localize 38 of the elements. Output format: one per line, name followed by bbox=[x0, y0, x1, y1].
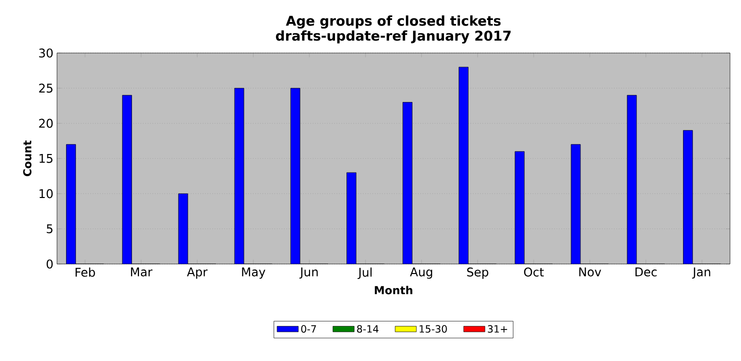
x-tick-label: Dec bbox=[635, 268, 657, 276]
y-axis-title: Count bbox=[23, 140, 32, 176]
x-axis-title: Month bbox=[374, 286, 412, 294]
legend-label: 8-14 bbox=[357, 325, 378, 333]
legend-label: 31+ bbox=[488, 325, 508, 333]
x-tick-label: Nov bbox=[579, 268, 602, 276]
x-tick-label: Jun bbox=[299, 268, 318, 279]
bar bbox=[234, 88, 244, 264]
x-tick-label: Aug bbox=[410, 268, 432, 279]
bar bbox=[458, 66, 468, 264]
x-tick-label: Jan bbox=[692, 268, 710, 279]
bar bbox=[683, 130, 693, 264]
chart-title: Age groups of closed tickets drafts-update-ref January 2017 bbox=[276, 15, 511, 44]
legend-label: 15-30 bbox=[420, 325, 447, 333]
legend-label: 0-7 bbox=[301, 325, 316, 333]
y-tick-label: 15 bbox=[40, 154, 52, 163]
bar bbox=[626, 95, 637, 264]
y-tick-label: 0 bbox=[46, 259, 53, 269]
bar bbox=[66, 144, 76, 264]
bar bbox=[122, 95, 132, 264]
bar bbox=[290, 88, 300, 264]
y-tick-label: 30 bbox=[39, 48, 53, 58]
bar bbox=[178, 194, 188, 264]
x-tick-label: Oct bbox=[524, 268, 544, 277]
y-tick-label: 20 bbox=[39, 118, 53, 128]
x-tick-label: Mar bbox=[131, 268, 152, 276]
x-tick-label: Sep bbox=[467, 268, 488, 279]
x-tick-label: Apr bbox=[186, 268, 208, 279]
bar bbox=[514, 151, 525, 264]
x-tick-label: May bbox=[242, 268, 266, 279]
y-tick-label: 25 bbox=[39, 84, 52, 93]
bar bbox=[402, 102, 412, 264]
bar bbox=[570, 144, 581, 264]
x-tick-label: Feb bbox=[76, 268, 95, 277]
y-tick-label: 5 bbox=[46, 224, 52, 234]
bar bbox=[346, 172, 356, 264]
y-tick-label: 10 bbox=[40, 189, 53, 198]
x-tick-label: Jul bbox=[358, 268, 372, 279]
